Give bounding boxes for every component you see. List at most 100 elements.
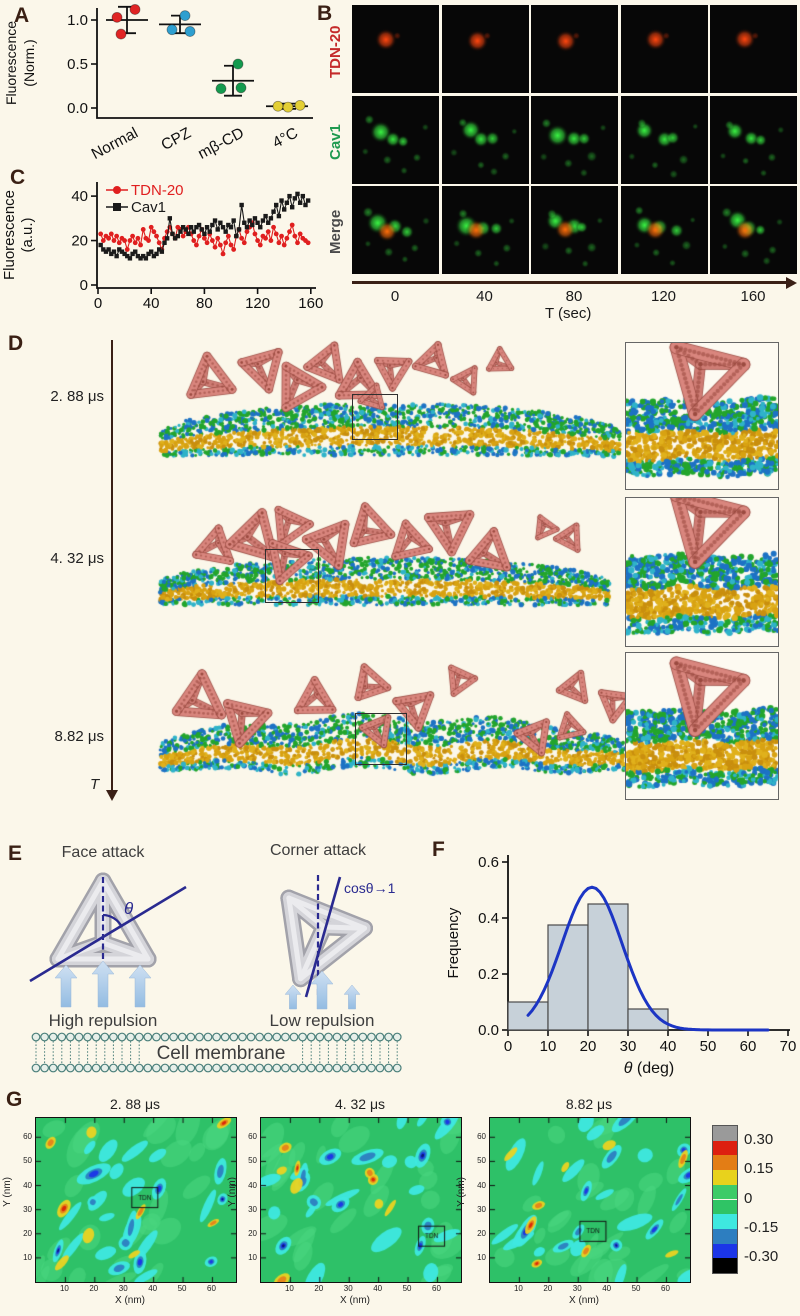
g-colorbar-label--0.30: -0.30 — [744, 1248, 779, 1266]
g-colorbar-seg-6 — [713, 1214, 737, 1229]
svg-text:20: 20 — [580, 1038, 597, 1055]
g-map1-xtick-50: 50 — [177, 1284, 187, 1293]
svg-text:0.0: 0.0 — [67, 100, 88, 117]
g-map2-xtick-40: 40 — [373, 1284, 383, 1293]
svg-text:Cav1: Cav1 — [131, 199, 166, 216]
d-highlight-box-1 — [352, 394, 398, 440]
g-map1-xtick-60: 60 — [207, 1284, 216, 1293]
g-map2-xtick-60: 60 — [432, 1284, 441, 1293]
panel-a-label: A — [14, 4, 30, 27]
g-map3-ytick-20: 20 — [477, 1228, 486, 1238]
g-colorbar — [712, 1125, 738, 1274]
b-cell-tdn-t0 — [352, 5, 439, 93]
panel-g-label: G — [6, 1088, 23, 1111]
e-high-label: High repulsion — [49, 1011, 158, 1030]
b-cell-tdn-t3 — [620, 5, 708, 93]
b-cell-cav-t2 — [531, 95, 618, 184]
b-cell-merge-t1 — [441, 186, 529, 274]
g-colorbar-seg-1 — [713, 1140, 737, 1156]
e-membrane-label: Cell membrane — [157, 1043, 286, 1064]
svg-text:50: 50 — [700, 1038, 717, 1055]
g-map1-ytick-30: 30 — [23, 1204, 32, 1214]
g-map3-xtick-30: 30 — [572, 1284, 582, 1293]
svg-text:Frequency: Frequency — [445, 907, 462, 978]
g-map2-ytick-20: 20 — [248, 1228, 257, 1238]
b-time-label-0: 0 — [390, 288, 400, 305]
svg-text:0: 0 — [94, 295, 102, 312]
g-colorbar-seg-7 — [713, 1228, 737, 1244]
g-map1-ytick-10: 10 — [23, 1252, 32, 1262]
d-inset-3 — [625, 652, 779, 800]
g-map2-xtick-30: 30 — [343, 1284, 353, 1293]
panel-f-chart: 0.0 0.2 0.4 0.6 0 10 20 30 40 50 60 70 Frequency θ (d… — [445, 854, 797, 1077]
g-map2-xlabel: X (nm) — [340, 1295, 370, 1306]
g-colorbar-seg-9 — [713, 1258, 737, 1273]
g-map1-ylabel: Y (nm) — [2, 1177, 13, 1207]
g-map1-ytick-20: 20 — [23, 1228, 32, 1238]
g-map1-xtick-40: 40 — [148, 1284, 158, 1293]
g-map-1 — [35, 1117, 237, 1283]
e-cos-label: cosθ→1 — [344, 880, 396, 896]
b-cell-merge-t3 — [620, 186, 708, 274]
b-cell-cav-t1 — [441, 95, 529, 184]
g-map3-xtick-40: 40 — [602, 1284, 612, 1293]
svg-text:TDN-20: TDN-20 — [131, 182, 184, 199]
svg-text:70: 70 — [780, 1038, 797, 1055]
svg-text:θ (deg): θ (deg) — [624, 1060, 674, 1077]
svg-text:120: 120 — [245, 295, 270, 312]
g-map3-ylabel: Y (nm) — [456, 1177, 467, 1207]
b-row-label-cav1: Cav1 — [327, 124, 344, 160]
g-map-2 — [260, 1117, 462, 1283]
g-map2-ylabel: Y (nm) — [227, 1177, 238, 1207]
d-time-2: 4. 32 μs — [50, 550, 104, 567]
svg-text:Fluorescence: Fluorescence — [3, 21, 19, 105]
g-map3-xtick-20: 20 — [543, 1284, 553, 1293]
g-map1-ytick-60: 60 — [23, 1132, 32, 1142]
g-map2-ytick-10: 10 — [248, 1252, 257, 1262]
svg-text:40: 40 — [143, 295, 160, 312]
g-map1-xtick-20: 20 — [89, 1284, 99, 1293]
b-time-label-160: 160 — [740, 288, 766, 305]
b-time-label-80: 80 — [565, 288, 583, 305]
g-colorbar-seg-4 — [713, 1184, 737, 1200]
b-cell-cav-t4 — [710, 95, 797, 184]
g-map2-ytick-60: 60 — [248, 1132, 257, 1142]
svg-text:0.6: 0.6 — [478, 854, 499, 871]
d-t-label: T — [90, 776, 100, 793]
svg-text:60: 60 — [740, 1038, 757, 1055]
g-map2-xtick-20: 20 — [314, 1284, 324, 1293]
svg-text:80: 80 — [196, 295, 213, 312]
b-cell-merge-t0 — [352, 186, 439, 274]
g-colorbar-seg-5 — [713, 1199, 737, 1215]
svg-text:(Norm.): (Norm.) — [21, 39, 37, 86]
g-map2-xtick-50: 50 — [402, 1284, 412, 1293]
g-map1-xlabel: X (nm) — [115, 1295, 145, 1306]
b-cell-tdn-t2 — [531, 5, 618, 93]
e-face-title: Face attack — [62, 844, 146, 861]
g-map3-ytick-30: 30 — [477, 1204, 486, 1214]
svg-text:0: 0 — [80, 277, 88, 294]
g-map3-xtick-60: 60 — [661, 1284, 670, 1293]
g-map1-ytick-40: 40 — [23, 1180, 32, 1190]
svg-text:0: 0 — [504, 1038, 512, 1055]
svg-text:0.4: 0.4 — [478, 910, 499, 927]
g-map1-ytick-50: 50 — [23, 1156, 32, 1166]
svg-text:160: 160 — [298, 295, 323, 312]
g-map2-ytick-40: 40 — [248, 1180, 257, 1190]
g-colorbar-label-0: 0 — [744, 1189, 753, 1207]
g-map2-ytick-30: 30 — [248, 1204, 257, 1214]
svg-text:0.2: 0.2 — [478, 966, 499, 983]
panel-e-label: E — [8, 842, 23, 865]
g-colorbar-label--0.15: -0.15 — [744, 1218, 779, 1236]
svg-text:10: 10 — [540, 1038, 557, 1055]
b-time-axis-label: T (sec) — [545, 305, 592, 322]
g-map2-xtick-10: 10 — [284, 1284, 294, 1293]
svg-text:40: 40 — [71, 188, 88, 205]
e-corner-title: Corner attack — [270, 842, 367, 859]
svg-text:30: 30 — [620, 1038, 637, 1055]
b-cell-cav-t0 — [352, 95, 439, 184]
b-time-label-40: 40 — [476, 288, 493, 305]
d-inset-2 — [625, 497, 779, 647]
